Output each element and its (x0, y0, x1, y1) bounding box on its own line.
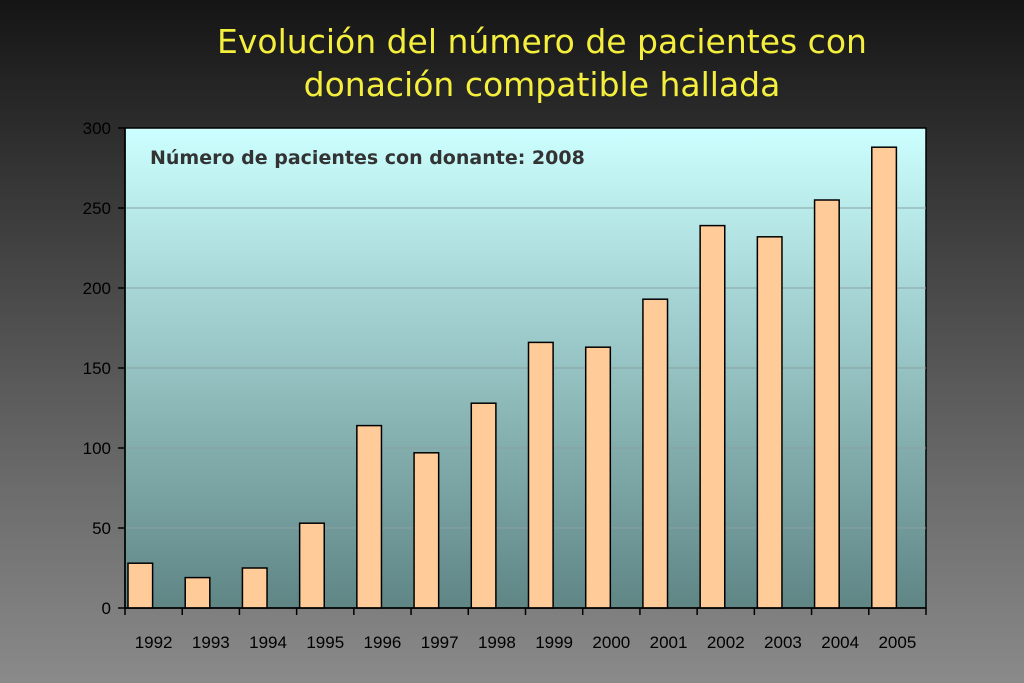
bar-1995 (298, 522, 325, 609)
bar-2001 (642, 298, 669, 609)
x-tick-label: 2000 (592, 633, 630, 652)
x-tick-label: 2004 (821, 633, 859, 652)
slide-title: Evolución del número de pacientes con do… (60, 20, 1024, 106)
bar-1999 (527, 341, 554, 609)
x-tick-label: 1993 (192, 633, 230, 652)
bar-2002 (699, 224, 726, 609)
y-tick-label: 250 (83, 199, 111, 218)
bar-1997 (413, 452, 440, 609)
axes: 0 50 100 150 200 250 300 1992 1993 1994 1995 1996 19… (83, 119, 927, 652)
bar-2000 (584, 346, 612, 609)
y-tick-label: 50 (92, 519, 111, 538)
bars (127, 146, 898, 609)
bar-1992 (127, 562, 154, 609)
bar-2005 (871, 146, 898, 609)
bar-1996 (356, 424, 383, 609)
y-tick-label: 0 (102, 599, 111, 618)
y-tick-label: 200 (83, 279, 111, 298)
bar-1994 (241, 567, 268, 609)
x-tick-label: 1994 (249, 633, 287, 652)
bar-1993 (184, 576, 211, 609)
x-tick-label: 2002 (707, 633, 745, 652)
x-tick-label: 2001 (650, 633, 688, 652)
chart-annotation: Número de pacientes con donante: 2008 (150, 147, 585, 169)
slide-title-line-1: Evolución del número de pacientes con (217, 22, 867, 61)
y-tick-label: 300 (83, 119, 111, 138)
gridlines (125, 207, 926, 529)
bar-2004 (813, 199, 840, 609)
x-tick-label: 1992 (135, 633, 173, 652)
bar-1998 (470, 402, 497, 609)
x-tick-label: 1999 (535, 633, 573, 652)
y-tick-label: 150 (83, 359, 111, 378)
x-tick-label: 1997 (421, 633, 459, 652)
x-tick-label: 1996 (364, 633, 402, 652)
bar-2003 (756, 236, 783, 609)
y-tick-label: 100 (83, 439, 111, 458)
x-tick-label: 1998 (478, 633, 516, 652)
x-tick-label: 2005 (878, 633, 916, 652)
x-tick-label: 1995 (306, 633, 344, 652)
x-tick-label: 2003 (764, 633, 802, 652)
slide-title-line-2: donación compatible hallada (303, 65, 781, 104)
